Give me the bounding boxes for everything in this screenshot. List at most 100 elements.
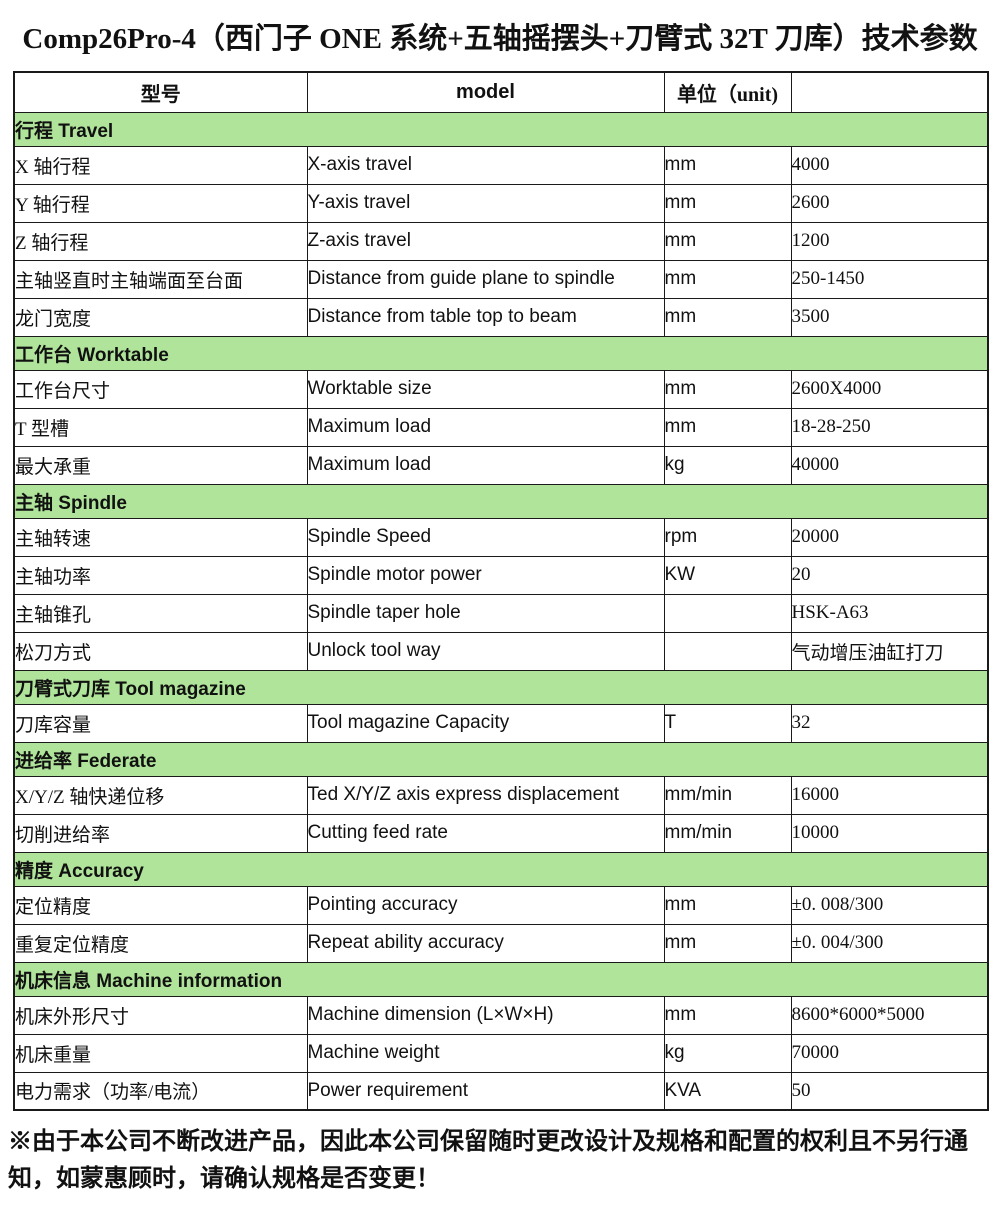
spec-row: 刀库容量 Tool magazine Capacity T 32 [13, 703, 989, 743]
spec-value: 8600*6000*5000 [790, 995, 989, 1035]
spec-label-cn: 定位精度 [13, 885, 308, 925]
spec-value: 20 [790, 555, 989, 595]
spec-value: 70000 [790, 1033, 989, 1073]
spec-label-cn: 电力需求（功率/电流） [13, 1071, 308, 1111]
spec-unit: mm [663, 221, 792, 261]
spec-unit: mm [663, 923, 792, 963]
spec-row: T 型槽 Maximum load mm 18-28-250 [13, 407, 989, 447]
spec-row: 龙门宽度 Distance from table top to beam mm 350… [13, 297, 989, 337]
spec-label-en: Machine dimension (L×W×H) [306, 995, 665, 1035]
spec-label-en: Worktable size [306, 369, 665, 409]
spec-value: 50 [790, 1071, 989, 1111]
spec-label-en: Unlock tool way [306, 631, 665, 671]
spec-unit: KW [663, 555, 792, 595]
spec-value: 1200 [790, 221, 989, 261]
spec-value: 16000 [790, 775, 989, 815]
spec-label-en: Repeat ability accuracy [306, 923, 665, 963]
section-label: 主轴 Spindle [13, 483, 989, 519]
spec-unit: mm/min [663, 775, 792, 815]
spec-value: 40000 [790, 445, 989, 485]
section-label: 工作台 Worktable [13, 335, 989, 371]
spec-value: 4000 [790, 145, 989, 185]
spec-label-cn: 切削进给率 [13, 813, 308, 853]
column-header-model-cn: 型号 [13, 71, 308, 113]
spec-label-en: Tool magazine Capacity [306, 703, 665, 743]
section-row: 进给率 Federate [13, 741, 989, 777]
spec-label-cn: Z 轴行程 [13, 221, 308, 261]
section-row: 机床信息 Machine information [13, 961, 989, 997]
column-header-unit: 单位（unit) [663, 71, 792, 113]
spec-label-cn: X/Y/Z 轴快递位移 [13, 775, 308, 815]
spec-unit: mm [663, 145, 792, 185]
spec-unit [663, 631, 792, 671]
spec-label-cn: 机床外形尺寸 [13, 995, 308, 1035]
table-header-row: 型号 model 单位（unit) [13, 71, 989, 113]
spec-unit: rpm [663, 517, 792, 557]
spec-unit: mm [663, 407, 792, 447]
spec-label-cn: X 轴行程 [13, 145, 308, 185]
spec-label-en: Z-axis travel [306, 221, 665, 261]
spec-row: 机床外形尺寸 Machine dimension (L×W×H) mm 8600*60… [13, 995, 989, 1035]
spec-label-en: X-axis travel [306, 145, 665, 185]
spec-value: 3500 [790, 297, 989, 337]
spec-label-cn: 刀库容量 [13, 703, 308, 743]
column-header-value [790, 71, 989, 113]
section-row: 行程 Travel [13, 111, 989, 147]
spec-value: 10000 [790, 813, 989, 853]
spec-row: 主轴转速 Spindle Speed rpm 20000 [13, 517, 989, 557]
spec-value: 2600 [790, 183, 989, 223]
spec-unit: mm [663, 259, 792, 299]
spec-value: ±0. 004/300 [790, 923, 989, 963]
spec-label-cn: 主轴功率 [13, 555, 308, 595]
spec-label-en: Maximum load [306, 445, 665, 485]
spec-table: 型号 model 单位（unit) 行程 Travel X 轴行程 X-axis t… [13, 71, 989, 1111]
spec-value: 18-28-250 [790, 407, 989, 447]
spec-unit [663, 593, 792, 633]
spec-unit: mm [663, 297, 792, 337]
spec-label-en: Distance from table top to beam [306, 297, 665, 337]
spec-row: 主轴锥孔 Spindle taper hole HSK-A63 [13, 593, 989, 633]
section-row: 刀臂式刀库 Tool magazine [13, 669, 989, 705]
page-title: Comp26Pro-4（西门子 ONE 系统+五轴摇摆头+刀臂式 32T 刀库）… [22, 23, 978, 55]
spec-label-cn: 重复定位精度 [13, 923, 308, 963]
spec-unit: T [663, 703, 792, 743]
spec-row: X/Y/Z 轴快递位移 Ted X/Y/Z axis express displa… [13, 775, 989, 815]
spec-unit: mm [663, 885, 792, 925]
spec-label-cn: 主轴锥孔 [13, 593, 308, 633]
footer-disclaimer: ※由于本公司不断改进产品，因此本公司保留随时更改设计及规格和配置的权利且不另行通… [8, 1128, 968, 1193]
spec-label-cn: 最大承重 [13, 445, 308, 485]
spec-row: X 轴行程 X-axis travel mm 4000 [13, 145, 989, 185]
spec-row: 电力需求（功率/电流） Power requirement KVA 50 [13, 1071, 989, 1111]
spec-label-en: Maximum load [306, 407, 665, 447]
spec-row: Z 轴行程 Z-axis travel mm 1200 [13, 221, 989, 261]
spec-row: 主轴功率 Spindle motor power KW 20 [13, 555, 989, 595]
spec-unit: mm [663, 369, 792, 409]
spec-label-en: Machine weight [306, 1033, 665, 1073]
spec-value: 250-1450 [790, 259, 989, 299]
section-label: 精度 Accuracy [13, 851, 989, 887]
spec-unit: kg [663, 445, 792, 485]
spec-label-en: Cutting feed rate [306, 813, 665, 853]
spec-unit: kg [663, 1033, 792, 1073]
spec-label-en: Spindle motor power [306, 555, 665, 595]
spec-row: 工作台尺寸 Worktable size mm 2600X4000 [13, 369, 989, 409]
spec-label-cn: 主轴竖直时主轴端面至台面 [13, 259, 308, 299]
spec-value: ±0. 008/300 [790, 885, 989, 925]
spec-label-en: Distance from guide plane to spindle [306, 259, 665, 299]
spec-value: 气动增压油缸打刀 [790, 631, 989, 671]
spec-label-cn: 工作台尺寸 [13, 369, 308, 409]
spec-label-cn: 主轴转速 [13, 517, 308, 557]
spec-label-en: Spindle Speed [306, 517, 665, 557]
spec-row: 最大承重 Maximum load kg 40000 [13, 445, 989, 485]
spec-label-cn: T 型槽 [13, 407, 308, 447]
spec-row: 重复定位精度 Repeat ability accuracy mm ±0. 004/3… [13, 923, 989, 963]
section-label: 行程 Travel [13, 111, 989, 147]
spec-label-en: Power requirement [306, 1071, 665, 1111]
section-label: 进给率 Federate [13, 741, 989, 777]
spec-value: 32 [790, 703, 989, 743]
section-label: 机床信息 Machine information [13, 961, 989, 997]
column-header-model-en: model [306, 71, 665, 113]
spec-row: 机床重量 Machine weight kg 70000 [13, 1033, 989, 1073]
spec-unit: mm [663, 183, 792, 223]
section-row: 工作台 Worktable [13, 335, 989, 371]
